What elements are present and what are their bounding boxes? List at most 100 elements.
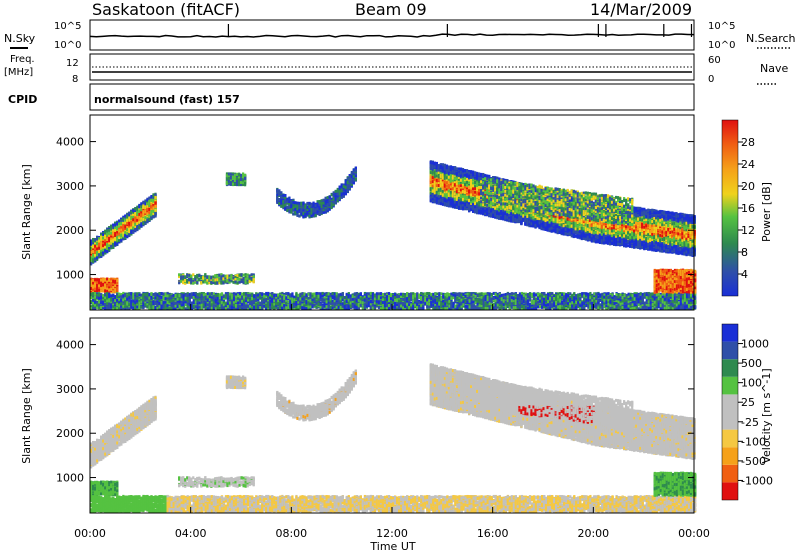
power-cell — [144, 296, 146, 299]
power-cell — [231, 303, 233, 306]
power-cell — [102, 294, 104, 297]
power-cell — [328, 304, 330, 307]
power-cell — [118, 239, 120, 242]
power-cell — [179, 298, 181, 301]
power-cell — [140, 222, 142, 225]
power-cell — [193, 305, 195, 308]
power-cell — [130, 306, 132, 309]
power-cell — [158, 297, 160, 300]
power-cell — [114, 238, 116, 241]
power-cell — [269, 306, 271, 309]
power-cell — [126, 228, 128, 231]
power-cell — [134, 307, 136, 310]
power-cell — [100, 296, 102, 299]
power-cell — [299, 306, 301, 309]
power-cell — [160, 301, 162, 304]
power-cell — [334, 296, 336, 299]
power-cell — [203, 293, 205, 296]
power-cell — [118, 222, 120, 225]
power-cell — [108, 283, 110, 286]
power-cell — [249, 301, 251, 304]
nsky-label: N.Sky — [4, 32, 36, 45]
power-cell — [110, 298, 112, 301]
power-cell — [211, 307, 213, 310]
power-heatmap — [90, 160, 696, 310]
power-cell — [247, 305, 249, 308]
power-cell — [148, 302, 150, 305]
power-cell — [297, 298, 299, 301]
power-cell — [221, 305, 223, 308]
power-cell — [199, 298, 201, 301]
power-cell — [273, 294, 275, 297]
power-cell — [245, 307, 247, 310]
power-cell — [104, 293, 106, 296]
power-cell — [160, 305, 162, 308]
power-cell — [150, 293, 152, 296]
power-cell — [108, 300, 110, 303]
power-cell — [154, 209, 156, 212]
power-cell — [142, 298, 144, 301]
power-cell — [128, 293, 130, 296]
power-cell — [136, 216, 138, 219]
power-cell — [122, 294, 124, 297]
power-cell — [193, 292, 195, 295]
nave-tick-top: 60 — [708, 55, 721, 66]
power-cell — [167, 292, 169, 295]
power-cell — [225, 302, 227, 305]
power-cell — [152, 210, 154, 213]
power-cell — [126, 226, 128, 229]
power-cell — [183, 295, 185, 298]
power-cell — [136, 293, 138, 296]
power-cell — [116, 307, 118, 310]
power-cell — [112, 226, 114, 229]
power-cell — [334, 293, 336, 296]
power-cell — [142, 214, 144, 217]
power-cell — [148, 211, 150, 214]
power-cell — [199, 306, 201, 309]
power-cell — [279, 305, 281, 308]
power-cell — [128, 219, 130, 222]
power-cell — [98, 304, 100, 307]
power-cell — [313, 304, 315, 307]
power-cell — [120, 233, 122, 236]
cpid-label: CPID — [8, 93, 37, 106]
power-cell — [309, 296, 311, 299]
power-cell — [146, 292, 148, 295]
power-cell — [291, 294, 293, 297]
power-cell — [249, 294, 251, 297]
power-cell — [227, 299, 229, 302]
power-cell — [229, 301, 231, 304]
power-cell — [203, 297, 205, 300]
power-cell — [275, 299, 277, 302]
power-cell — [201, 304, 203, 307]
power-cell — [237, 294, 239, 297]
power-cell — [112, 301, 114, 304]
power-cell — [158, 302, 160, 305]
power-cell — [297, 305, 299, 308]
power-cell — [136, 225, 138, 228]
power-cell — [275, 294, 277, 297]
power-cell — [303, 307, 305, 310]
power-cell — [207, 303, 209, 306]
power-cell — [164, 306, 166, 309]
power-cell — [92, 279, 94, 282]
power-cell — [106, 230, 108, 233]
power-cell — [124, 301, 126, 304]
power-cell — [315, 306, 317, 309]
power-cell — [130, 222, 132, 225]
power-cell — [219, 299, 221, 302]
date-title: 14/Mar/2009 — [590, 0, 692, 19]
power-cell — [255, 299, 257, 302]
power-cell — [108, 232, 110, 235]
power-cell — [108, 229, 110, 232]
power-cell — [179, 294, 181, 297]
power-cell — [211, 299, 213, 302]
power-cell — [265, 292, 267, 295]
power-cell — [104, 299, 106, 302]
power-cell — [126, 219, 128, 222]
power-cell — [209, 301, 211, 304]
power-cell — [265, 304, 267, 307]
power-cell — [96, 304, 98, 307]
power-cell — [148, 204, 150, 207]
